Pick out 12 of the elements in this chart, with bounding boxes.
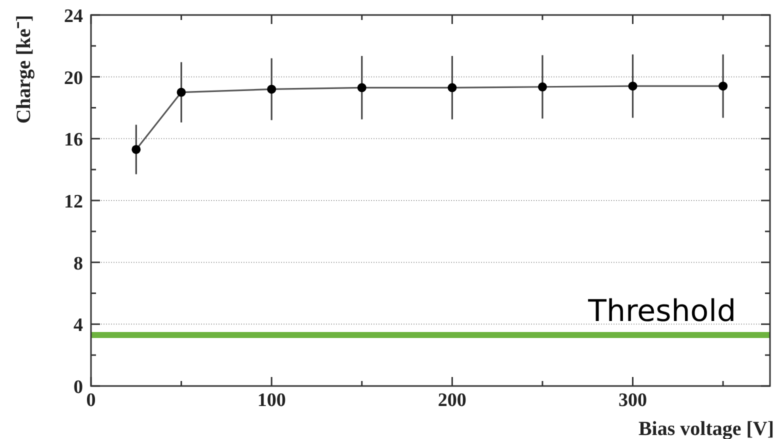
y-tick-label: 24 (64, 6, 84, 27)
y-tick-label: 4 (74, 315, 84, 336)
ref-line-label: Threshold (587, 294, 736, 329)
y-tick-label: 16 (64, 130, 83, 151)
x-tick-label: 300 (618, 390, 648, 411)
y-axis-title: Charge [ke⁻] (13, 15, 35, 124)
y-tick-label: 8 (74, 253, 83, 274)
x-tick-label: 100 (257, 390, 286, 411)
y-tick-label: 20 (64, 68, 83, 89)
x-tick-label: 200 (438, 390, 466, 411)
y-tick-label: 0 (74, 377, 83, 398)
y-tick-label: 12 (64, 192, 83, 212)
